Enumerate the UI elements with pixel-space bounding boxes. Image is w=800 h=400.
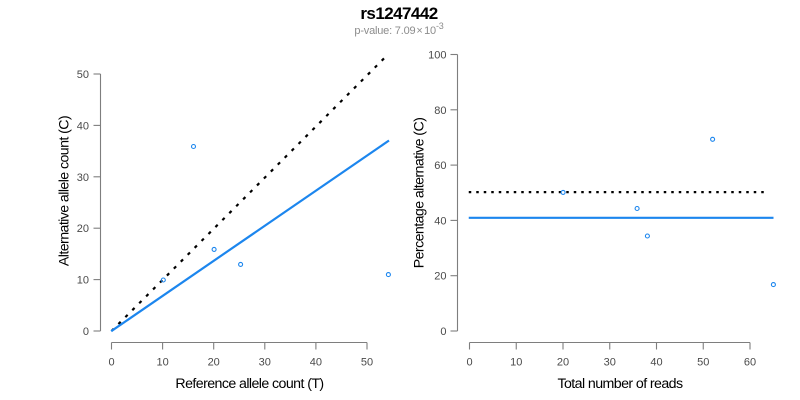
svg-text:40: 40 — [434, 215, 446, 227]
svg-text:20: 20 — [434, 271, 446, 283]
svg-text:30: 30 — [259, 357, 271, 369]
svg-text:p-value: 7.09×10-3: p-value: 7.09× 10-3 — [354, 21, 443, 37]
svg-text:10: 10 — [510, 357, 522, 369]
svg-text:80: 80 — [434, 105, 446, 117]
svg-text:20: 20 — [208, 357, 220, 369]
svg-text:0: 0 — [466, 357, 472, 369]
svg-text:20: 20 — [557, 357, 569, 369]
svg-text:20: 20 — [77, 223, 89, 235]
svg-text:100: 100 — [428, 50, 446, 62]
svg-text:0: 0 — [108, 357, 114, 369]
svg-text:Total number of reads: Total number of reads — [557, 376, 683, 392]
svg-text:10: 10 — [156, 357, 168, 369]
svg-text:10: 10 — [77, 275, 89, 287]
svg-text:30: 30 — [604, 357, 616, 369]
svg-text:40: 40 — [310, 357, 322, 369]
svg-text:0: 0 — [83, 326, 89, 338]
svg-text:50: 50 — [697, 357, 709, 369]
svg-text:Percentage alternative (C): Percentage alternative (C) — [412, 118, 428, 269]
svg-text:60: 60 — [744, 357, 756, 369]
svg-text:Reference allele count (T): Reference allele count (T) — [175, 376, 323, 392]
svg-text:40: 40 — [77, 120, 89, 132]
svg-text:60: 60 — [434, 160, 446, 172]
svg-text:40: 40 — [650, 357, 662, 369]
svg-text:Alternative allele count (C): Alternative allele count (C) — [57, 116, 73, 266]
svg-text:50: 50 — [77, 69, 89, 81]
svg-text:rs1247442: rs1247442 — [360, 4, 437, 23]
svg-text:30: 30 — [77, 172, 89, 184]
svg-text:50: 50 — [361, 357, 373, 369]
svg-text:0: 0 — [440, 326, 446, 338]
